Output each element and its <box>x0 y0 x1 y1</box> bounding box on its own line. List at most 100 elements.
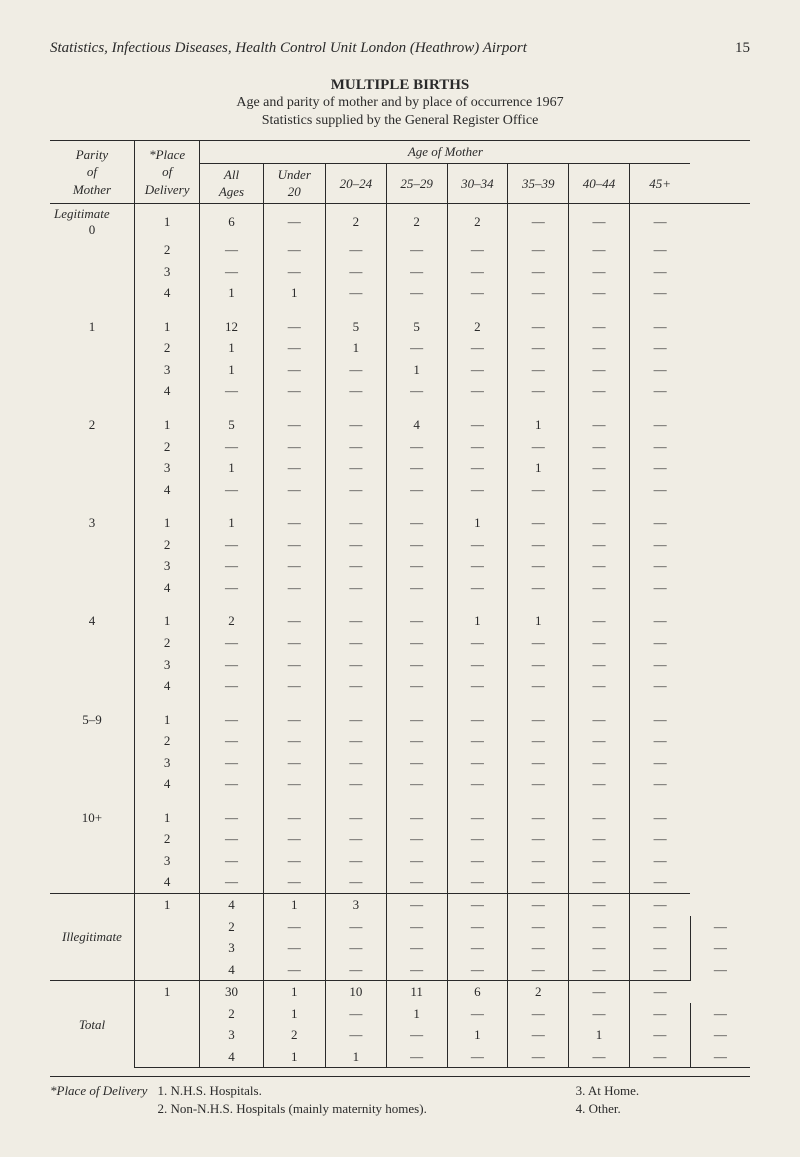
data-cell: — <box>569 807 630 829</box>
data-cell: — <box>263 807 325 829</box>
data-cell: — <box>508 239 569 261</box>
data-cell: — <box>569 414 630 436</box>
data-cell: — <box>325 871 386 893</box>
data-cell: — <box>690 916 750 938</box>
data-cell: — <box>200 709 263 731</box>
data-cell: — <box>569 359 630 381</box>
data-cell: — <box>569 316 630 338</box>
data-cell: 1 <box>569 1024 630 1046</box>
data-cell: — <box>629 937 690 959</box>
place-value: 2 <box>134 239 199 261</box>
data-cell: — <box>325 730 386 752</box>
data-cell: — <box>386 916 447 938</box>
data-cell: — <box>569 534 630 556</box>
data-cell: — <box>508 1024 569 1046</box>
spacer-row <box>50 598 750 610</box>
data-cell: — <box>200 828 263 850</box>
data-cell: — <box>569 959 630 981</box>
parity-value: 1 <box>50 316 134 338</box>
table-row: 2———————— <box>50 632 750 654</box>
data-cell: — <box>508 959 569 981</box>
data-cell: — <box>325 261 386 283</box>
data-cell: — <box>325 709 386 731</box>
data-cell: — <box>325 850 386 872</box>
data-cell: — <box>447 414 508 436</box>
data-cell: 1 <box>200 282 263 304</box>
table-row: 2———————— <box>50 239 750 261</box>
data-cell: — <box>508 512 569 534</box>
place-value: 4 <box>200 1046 263 1068</box>
data-cell: 1 <box>447 1024 508 1046</box>
data-cell: — <box>629 282 690 304</box>
data-cell: — <box>569 204 630 240</box>
data-cell: — <box>508 261 569 283</box>
table-row: 21—1————— <box>50 1003 750 1025</box>
data-cell: — <box>200 577 263 599</box>
data-cell: — <box>263 512 325 534</box>
data-cell: 1 <box>508 610 569 632</box>
data-cell: — <box>629 916 690 938</box>
data-cell: — <box>386 479 447 501</box>
data-cell: — <box>263 534 325 556</box>
table-row: 3———————— <box>50 555 750 577</box>
col-place: *Place of Delivery <box>134 141 199 204</box>
table-row: Legitimate016—222——— <box>50 204 750 240</box>
data-cell: — <box>386 730 447 752</box>
table-row: 311———1——— <box>50 512 750 534</box>
data-cell: — <box>263 577 325 599</box>
data-cell: — <box>325 282 386 304</box>
data-cell: — <box>447 730 508 752</box>
place-value: 2 <box>134 632 199 654</box>
table-row: 4———————— <box>50 871 750 893</box>
group-label: Total <box>50 981 134 1068</box>
data-cell: — <box>386 1024 447 1046</box>
data-cell: 2 <box>447 316 508 338</box>
data-cell: — <box>569 893 630 915</box>
table-row: 10+1———————— <box>50 807 750 829</box>
running-header: Statistics, Infectious Diseases, Health … <box>50 40 750 57</box>
data-cell: — <box>325 359 386 381</box>
data-cell: 5 <box>386 316 447 338</box>
data-cell: — <box>629 457 690 479</box>
table-row: 5–91———————— <box>50 709 750 731</box>
subtitle-line-1: Age and parity of mother and by place of… <box>50 94 750 112</box>
place-value: 4 <box>134 675 199 697</box>
data-cell: — <box>447 577 508 599</box>
data-cell: 1 <box>447 610 508 632</box>
table-row: Illegitimate1413————— <box>50 893 750 915</box>
data-cell: — <box>629 316 690 338</box>
data-cell: — <box>629 380 690 402</box>
data-cell: — <box>386 380 447 402</box>
data-cell: — <box>508 1046 569 1068</box>
data-cell: — <box>200 479 263 501</box>
col-age-sub: All Ages <box>200 163 263 203</box>
data-cell: — <box>629 981 690 1003</box>
place-value: 3 <box>200 1024 263 1046</box>
data-cell: — <box>263 654 325 676</box>
data-cell: — <box>447 773 508 795</box>
data-cell: — <box>629 436 690 458</box>
data-cell: — <box>447 1046 508 1068</box>
data-cell: 1 <box>508 457 569 479</box>
data-cell: — <box>629 828 690 850</box>
data-cell: — <box>447 871 508 893</box>
data-cell: — <box>569 282 630 304</box>
data-cell: — <box>263 937 325 959</box>
spacer-row <box>50 795 750 807</box>
data-cell: — <box>386 632 447 654</box>
data-cell: — <box>447 479 508 501</box>
data-cell: — <box>325 577 386 599</box>
footnote: *Place of Delivery 1. N.H.S. Hospitals.3… <box>50 1076 750 1117</box>
data-cell: — <box>629 1003 690 1025</box>
data-cell: — <box>447 654 508 676</box>
place-value: 1 <box>134 709 199 731</box>
data-cell: — <box>263 204 325 240</box>
data-cell: — <box>508 1003 569 1025</box>
data-cell: — <box>263 610 325 632</box>
data-cell: — <box>386 828 447 850</box>
data-cell: — <box>629 239 690 261</box>
data-cell: 5 <box>325 316 386 338</box>
data-cell: — <box>508 871 569 893</box>
data-cell: — <box>569 632 630 654</box>
data-cell: — <box>569 871 630 893</box>
